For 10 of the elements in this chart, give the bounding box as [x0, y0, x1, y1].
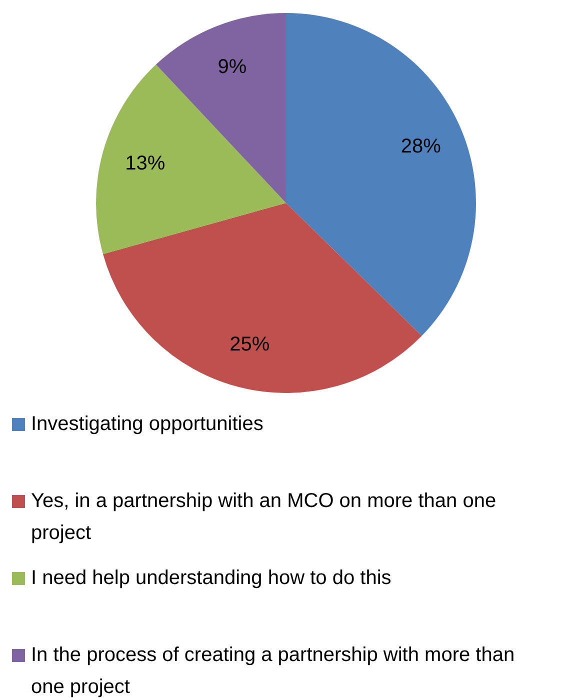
data-label: 25% [230, 334, 270, 356]
legend-label: Investigating opportunities [31, 413, 264, 435]
data-label: 13% [125, 152, 166, 175]
pie-slice [286, 13, 476, 336]
data-label: 9% [218, 56, 247, 78]
data-label: 28% [400, 135, 442, 158]
legend-label: Yes, in a partnership with an MCO on more than one project [31, 490, 496, 544]
pie-slice [103, 203, 422, 393]
legend-label: I need help understanding how to do this [31, 567, 392, 589]
legend-label: In the process of creating a partnership with more than one project [31, 644, 515, 698]
